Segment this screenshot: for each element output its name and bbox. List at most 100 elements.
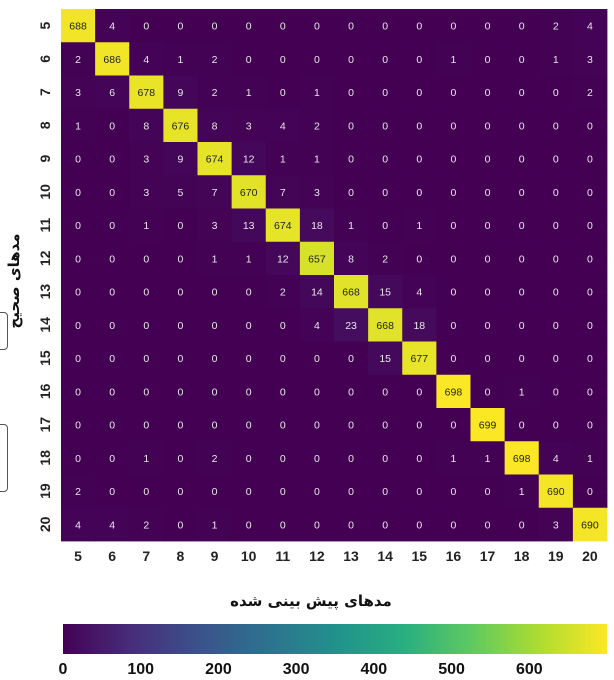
heatmap-cell-value: 0 bbox=[416, 486, 422, 498]
heatmap-cell-value: 0 bbox=[587, 187, 593, 199]
heatmap-cell-value: 0 bbox=[485, 120, 491, 132]
y-tick-label: 6 bbox=[37, 55, 53, 63]
heatmap-cell-value: 0 bbox=[178, 386, 184, 398]
heatmap-cell-value: 0 bbox=[416, 187, 422, 199]
heatmap-cell-value: 1 bbox=[348, 220, 354, 232]
heatmap-cell-value: 0 bbox=[314, 386, 320, 398]
heatmap-cell-value: 0 bbox=[519, 120, 525, 132]
heatmap-cell-value: 0 bbox=[246, 54, 252, 66]
heatmap-cell-value: 674 bbox=[274, 220, 292, 232]
heatmap-cell-value: 0 bbox=[519, 21, 525, 33]
heatmap-cell-value: 3 bbox=[553, 519, 559, 531]
heatmap-cell-value: 678 bbox=[138, 87, 156, 99]
decorative-edge-mark bbox=[0, 424, 8, 492]
heatmap-cell-value: 0 bbox=[451, 21, 457, 33]
heatmap-cell-value: 0 bbox=[485, 386, 491, 398]
heatmap-cell-value: 0 bbox=[314, 21, 320, 33]
heatmap-cell-value: 18 bbox=[413, 320, 425, 332]
heatmap-cell-value: 2 bbox=[587, 87, 593, 99]
heatmap-cell-value: 0 bbox=[314, 353, 320, 365]
heatmap-cell-value: 1 bbox=[143, 220, 149, 232]
heatmap-cell-value: 0 bbox=[75, 220, 81, 232]
heatmap-cell-value: 0 bbox=[178, 519, 184, 531]
x-tick-label: 7 bbox=[142, 548, 150, 564]
heatmap-cell-value: 0 bbox=[246, 320, 252, 332]
heatmap-cell-value: 0 bbox=[416, 154, 422, 166]
heatmap-cell-value: 1 bbox=[75, 120, 81, 132]
heatmap-cell-value: 0 bbox=[246, 353, 252, 365]
heatmap-cell-value: 0 bbox=[348, 54, 354, 66]
heatmap-cell-value: 1 bbox=[212, 519, 218, 531]
heatmap-cell-value: 0 bbox=[246, 287, 252, 299]
y-tick-label: 8 bbox=[37, 121, 53, 129]
heatmap-cell-value: 0 bbox=[382, 519, 388, 531]
heatmap-cell-value: 0 bbox=[143, 353, 149, 365]
heatmap-cell-value: 1 bbox=[314, 154, 320, 166]
heatmap-cell-value: 1 bbox=[519, 386, 525, 398]
heatmap-cell-value: 0 bbox=[178, 486, 184, 498]
heatmap-cell-value: 1 bbox=[246, 253, 252, 265]
heatmap-cell-value: 0 bbox=[143, 287, 149, 299]
heatmap-cell-value: 1 bbox=[451, 453, 457, 465]
heatmap-cell-value: 0 bbox=[485, 220, 491, 232]
heatmap-cell-value: 0 bbox=[109, 253, 115, 265]
heatmap-cell-value: 0 bbox=[246, 453, 252, 465]
heatmap-cell-value: 0 bbox=[178, 253, 184, 265]
heatmap-cell-value: 0 bbox=[382, 187, 388, 199]
heatmap-cell-value: 0 bbox=[382, 453, 388, 465]
heatmap-cell-value: 0 bbox=[382, 120, 388, 132]
heatmap-cell-value: 4 bbox=[143, 54, 149, 66]
x-tick-label: 17 bbox=[480, 548, 496, 564]
heatmap-cell-value: 0 bbox=[519, 220, 525, 232]
heatmap-cell-value: 0 bbox=[246, 519, 252, 531]
heatmap-cell-value: 6 bbox=[109, 87, 115, 99]
y-tick-label: 18 bbox=[37, 450, 53, 466]
heatmap-cell-value: 0 bbox=[485, 320, 491, 332]
heatmap-cell-value: 9 bbox=[178, 154, 184, 166]
heatmap-cell-value: 0 bbox=[451, 187, 457, 199]
heatmap-cell-value: 0 bbox=[246, 386, 252, 398]
heatmap-cell-value: 0 bbox=[485, 154, 491, 166]
y-tick-label: 7 bbox=[37, 88, 53, 96]
heatmap-cell-value: 0 bbox=[416, 519, 422, 531]
heatmap-cell-value: 0 bbox=[143, 486, 149, 498]
heatmap-cell-value: 1 bbox=[587, 453, 593, 465]
heatmap-cell-value: 0 bbox=[109, 320, 115, 332]
heatmap-cell-value: 9 bbox=[178, 87, 184, 99]
heatmap-cell-value: 0 bbox=[280, 87, 286, 99]
heatmap-cell-value: 3 bbox=[246, 120, 252, 132]
heatmap-cell-value: 0 bbox=[314, 486, 320, 498]
y-tick-label: 20 bbox=[37, 516, 53, 532]
colorbar bbox=[63, 624, 607, 654]
heatmap-cell-value: 0 bbox=[348, 154, 354, 166]
heatmap-cell-value: 0 bbox=[178, 287, 184, 299]
heatmap-cell-value: 686 bbox=[103, 54, 121, 66]
heatmap-cell-value: 0 bbox=[109, 386, 115, 398]
heatmap-cell-value: 0 bbox=[314, 453, 320, 465]
heatmap-cell-value: 0 bbox=[485, 187, 491, 199]
heatmap-cell-value: 1 bbox=[519, 486, 525, 498]
heatmap-cell-value: 674 bbox=[206, 154, 224, 166]
heatmap-cell-value: 0 bbox=[178, 220, 184, 232]
heatmap-cell-value: 3 bbox=[212, 220, 218, 232]
heatmap-cell-value: 1 bbox=[212, 253, 218, 265]
heatmap-cell-value: 15 bbox=[379, 353, 391, 365]
heatmap-cell-value: 0 bbox=[109, 120, 115, 132]
heatmap-cell-value: 0 bbox=[382, 154, 388, 166]
heatmap-cell-value: 14 bbox=[311, 287, 323, 299]
heatmap-cell-value: 0 bbox=[348, 187, 354, 199]
heatmap-cell-value: 8 bbox=[348, 253, 354, 265]
heatmap-cell-value: 0 bbox=[212, 320, 218, 332]
heatmap-cell-value: 0 bbox=[553, 386, 559, 398]
heatmap-cell-value: 8 bbox=[212, 120, 218, 132]
heatmap-cell-value: 0 bbox=[280, 420, 286, 432]
x-tick-label: 6 bbox=[108, 548, 116, 564]
heatmap-cell-value: 0 bbox=[553, 120, 559, 132]
heatmap-cell-value: 0 bbox=[553, 187, 559, 199]
heatmap-cell-value: 0 bbox=[75, 253, 81, 265]
heatmap-cell-value: 0 bbox=[212, 287, 218, 299]
x-tick-label: 20 bbox=[582, 548, 598, 564]
heatmap-cell-value: 0 bbox=[451, 154, 457, 166]
heatmap-cell-value: 7 bbox=[280, 187, 286, 199]
